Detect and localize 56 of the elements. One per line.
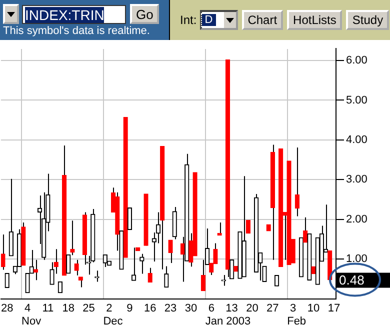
candlestick [8, 178, 14, 256]
x-tick-label: 2 [106, 302, 112, 314]
x-tick-label: 18 [62, 302, 74, 314]
x-tick-label: 3 [290, 302, 296, 314]
candlestick [294, 146, 300, 217]
candlestick [140, 253, 144, 274]
chart-title: INDEX:TRIN [25, 6, 104, 22]
text: Dec [103, 315, 124, 328]
text: Feb [287, 315, 306, 328]
x-tick-label: 6 [208, 302, 214, 314]
candlestick [164, 266, 169, 288]
candlestick [221, 274, 226, 286]
text: Go [130, 4, 160, 24]
candlestick [131, 247, 136, 282]
y-tick-label: 3.00 [346, 174, 368, 186]
y-tick-label: 2.00 [346, 213, 368, 226]
x-tick-label: 11 [42, 302, 54, 314]
text: Int: [180, 13, 197, 27]
x-tick-label: 30 [184, 302, 198, 314]
x-tick-label: 23 [164, 302, 177, 314]
x-tick-label: 10 [307, 302, 320, 314]
text: D [202, 14, 216, 26]
y-tick-label: 1.00 [346, 253, 368, 266]
chart-subtitle: This symbol's data is realtime. [3, 25, 151, 37]
candlestick [229, 260, 234, 280]
candlestick [74, 259, 79, 276]
x-tick-label: 20 [246, 302, 258, 314]
x-tick-label: 28 [0, 302, 14, 314]
candlestick [58, 281, 63, 294]
candlestick [54, 248, 58, 274]
text: Chart [242, 10, 284, 30]
candlestick [0, 234, 6, 270]
y-tick-label: 5.00 [346, 94, 368, 106]
x-tick-label: 17 [328, 302, 340, 314]
candlestick [50, 262, 54, 286]
candlestick [168, 240, 173, 264]
candlestick [246, 220, 250, 234]
x-tick-label: 13 [226, 302, 238, 314]
candlestick [127, 208, 132, 230]
text: Jan 2003 [205, 315, 251, 328]
x-tick-label: 16 [144, 302, 156, 314]
x-tick-label: 27 [266, 302, 279, 314]
y-tick-label: 6.00 [346, 54, 368, 67]
y-tick-label: 4.00 [346, 134, 368, 146]
text: Nov [22, 315, 42, 328]
x-tick-label: 25 [82, 302, 95, 314]
candlestick [4, 273, 10, 288]
candlestick [33, 259, 38, 281]
candlestick [148, 267, 152, 283]
candlestick [102, 254, 108, 268]
text: 0.48 [339, 272, 364, 288]
x-tick-label: 4 [24, 302, 31, 314]
text: HotLists [287, 10, 342, 30]
text: Study [346, 10, 390, 30]
candlestick [262, 266, 267, 282]
x-tick-label: 9 [126, 302, 133, 314]
